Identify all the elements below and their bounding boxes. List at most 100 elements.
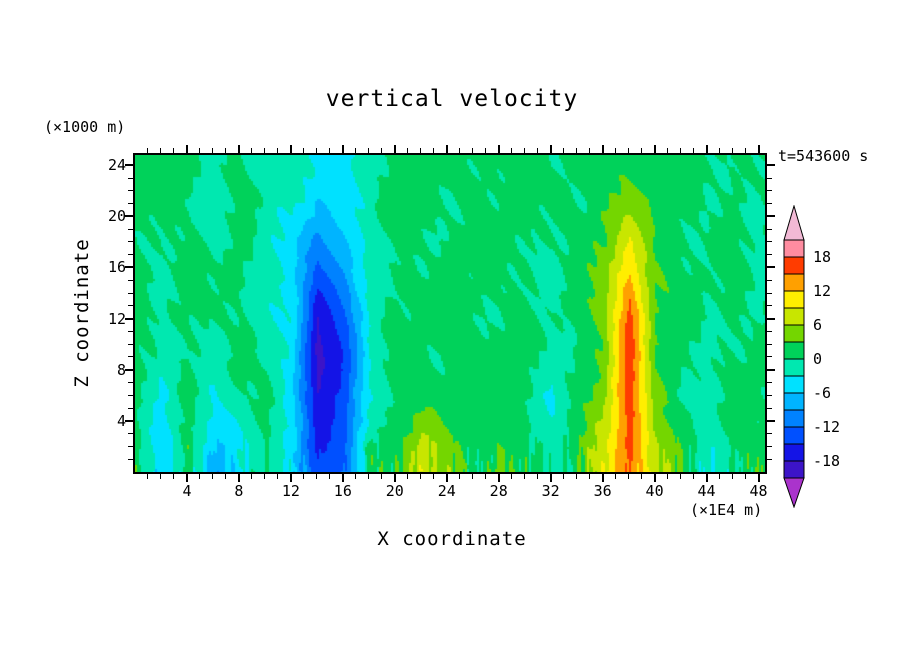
z-tick <box>767 228 772 230</box>
x-tick <box>316 474 318 479</box>
x-tick <box>705 145 708 153</box>
colorbar-band <box>783 375 805 394</box>
x-tick <box>485 474 487 479</box>
z-tick-label: 8 <box>116 360 126 379</box>
x-tick-label: 16 <box>333 482 352 500</box>
z-tick-label: 16 <box>107 258 126 277</box>
z-tick <box>767 266 775 269</box>
z-tick <box>767 433 772 435</box>
x-tick <box>185 145 188 153</box>
z-tick <box>125 419 133 422</box>
z-tick <box>767 190 772 192</box>
colorbar-band <box>783 273 805 292</box>
x-tick-label: 36 <box>593 482 612 500</box>
x-tick <box>251 474 253 479</box>
z-tick <box>767 368 775 371</box>
z-tick <box>767 458 772 460</box>
z-tick <box>767 164 775 167</box>
z-tick <box>125 215 133 218</box>
x-tick <box>303 474 305 479</box>
x-tick-label: 32 <box>541 482 560 500</box>
x-tick-label: 44 <box>697 482 716 500</box>
z-tick <box>767 330 772 332</box>
colorbar <box>783 204 805 509</box>
x-tick <box>407 474 409 479</box>
z-tick <box>767 445 772 447</box>
colorbar-band <box>783 460 805 479</box>
z-tick <box>767 382 772 384</box>
x-tick <box>341 145 344 153</box>
x-tick <box>497 145 500 153</box>
z-tick <box>767 305 772 307</box>
x-tick <box>667 474 669 479</box>
x-tick <box>757 474 760 482</box>
x-tick <box>549 474 552 482</box>
colorbar-band <box>783 409 805 428</box>
x-tick-label: 28 <box>489 482 508 500</box>
plot-border <box>133 153 767 474</box>
x-tick <box>355 474 357 479</box>
x-tick <box>225 474 227 479</box>
z-tick <box>767 292 772 294</box>
z-tick <box>767 419 775 422</box>
x-tick-label: 24 <box>437 482 456 500</box>
x-tick <box>445 145 448 153</box>
colorbar-band <box>783 324 805 343</box>
z-tick <box>125 368 133 371</box>
colorbar-band <box>783 290 805 309</box>
x-tick <box>537 474 539 479</box>
x-tick <box>393 145 396 153</box>
z-tick <box>767 343 772 345</box>
colorbar-tick-label: 18 <box>813 248 832 266</box>
x-tick <box>237 145 240 153</box>
x-tick <box>420 474 422 479</box>
colorbar-band <box>783 256 805 275</box>
x-tick <box>381 474 383 479</box>
z-tick-label: 4 <box>116 411 126 430</box>
x-tick-label: 40 <box>645 482 664 500</box>
x-tick <box>173 474 175 479</box>
colorbar-band <box>783 426 805 445</box>
y-axis-title: Z coordinate <box>71 238 93 388</box>
x-axis-unit-label: (×1E4 m) <box>690 501 763 519</box>
colorbar-band <box>783 341 805 360</box>
x-tick <box>680 474 682 479</box>
colorbar-arrow-high <box>783 204 805 241</box>
x-axis-title: X coordinate <box>377 528 527 550</box>
x-tick <box>549 145 552 153</box>
x-tick <box>757 145 760 153</box>
x-tick <box>615 474 617 479</box>
x-tick <box>160 474 162 479</box>
z-tick <box>767 394 772 396</box>
x-tick <box>277 474 279 479</box>
x-tick <box>719 474 721 479</box>
x-tick <box>601 145 604 153</box>
heatmap-canvas <box>135 155 765 472</box>
x-tick <box>147 474 149 479</box>
x-tick-label: 12 <box>281 482 300 500</box>
x-tick-label: 8 <box>234 482 244 500</box>
colorbar-tick-label: -6 <box>813 384 832 402</box>
z-tick <box>125 164 133 167</box>
x-tick-label: 4 <box>182 482 192 500</box>
x-tick <box>563 474 565 479</box>
x-tick <box>185 474 188 482</box>
x-tick <box>576 474 578 479</box>
x-tick <box>289 474 292 482</box>
z-tick <box>767 356 772 358</box>
x-tick <box>497 474 500 482</box>
z-tick <box>767 177 772 179</box>
y-axis-unit-label: (×1000 m) <box>44 118 126 136</box>
x-tick <box>445 474 448 482</box>
colorbar-band <box>783 443 805 462</box>
colorbar-tick-label: 6 <box>813 316 823 334</box>
x-tick <box>393 474 396 482</box>
x-tick-label: 20 <box>385 482 404 500</box>
x-tick <box>601 474 604 482</box>
z-tick <box>767 279 772 281</box>
z-tick <box>767 203 772 205</box>
colorbar-tick-label: -12 <box>813 418 841 436</box>
colorbar-band <box>783 358 805 377</box>
z-tick-label: 24 <box>107 156 126 175</box>
